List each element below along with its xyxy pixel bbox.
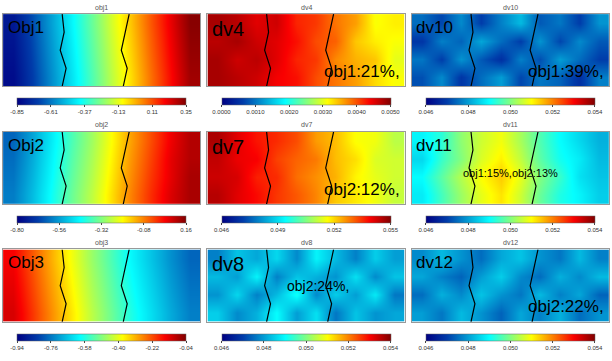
svg-text:dv10: dv10 [503,4,518,11]
svg-text:0.046: 0.046 [418,227,434,233]
svg-text:-0.76: -0.76 [44,345,58,351]
svg-text:obj1:21%,: obj1:21%, [324,62,400,81]
svg-text:0.052: 0.052 [545,227,561,233]
svg-text:0.048: 0.048 [461,227,477,233]
svg-text:dv8: dv8 [212,253,244,275]
svg-text:0.0000: 0.0000 [212,109,231,115]
svg-text:0.052: 0.052 [545,109,561,115]
svg-text:0.055: 0.055 [383,227,399,233]
svg-text:0.16: 0.16 [180,227,192,233]
svg-text:0.050: 0.050 [503,227,519,233]
svg-text:0.052: 0.052 [341,345,357,351]
svg-text:dv12: dv12 [503,239,518,246]
svg-text:dv7: dv7 [301,121,312,128]
svg-text:Obj2: Obj2 [8,136,44,155]
svg-text:dv12: dv12 [416,253,453,272]
svg-text:-0.40: -0.40 [112,345,126,351]
svg-text:obj1: obj1 [95,4,108,12]
svg-text:0.11: 0.11 [147,109,159,115]
svg-text:-0.85: -0.85 [10,109,24,115]
svg-text:0.0040: 0.0040 [348,109,367,115]
svg-text:-0.04: -0.04 [179,345,193,351]
svg-text:obj2: obj2 [95,121,108,129]
svg-text:0.048: 0.048 [256,345,272,351]
svg-text:-0.08: -0.08 [137,227,151,233]
svg-text:dv8: dv8 [301,239,312,246]
svg-text:obj1:15%,obj2:13%: obj1:15%,obj2:13% [463,167,558,179]
svg-text:obj1:39%,: obj1:39%, [528,62,604,81]
svg-text:0.049: 0.049 [270,227,286,233]
svg-text:Obj1: Obj1 [8,18,44,37]
svg-text:0.050: 0.050 [503,109,519,115]
svg-text:-0.80: -0.80 [10,227,24,233]
svg-text:-0.61: -0.61 [44,109,58,115]
svg-text:0.054: 0.054 [587,345,603,351]
svg-text:dv4: dv4 [212,18,244,40]
svg-text:-0.13: -0.13 [112,109,126,115]
svg-text:0.052: 0.052 [327,227,343,233]
svg-text:obj2:12%,: obj2:12%, [324,180,400,199]
svg-text:0.046: 0.046 [418,109,434,115]
svg-text:dv4: dv4 [301,4,312,11]
svg-text:dv7: dv7 [212,136,244,158]
svg-text:Obj3: Obj3 [8,253,44,272]
svg-text:0.052: 0.052 [545,345,561,351]
svg-text:0.054: 0.054 [587,109,603,115]
svg-text:obj2:24%,: obj2:24%, [287,278,349,294]
svg-text:dv11: dv11 [416,136,452,155]
svg-text:obj3: obj3 [95,239,108,247]
svg-text:0.046: 0.046 [214,345,230,351]
svg-text:0.0050: 0.0050 [381,109,400,115]
svg-text:-0.56: -0.56 [52,227,66,233]
svg-text:0.050: 0.050 [298,345,314,351]
svg-text:dv11: dv11 [503,121,518,128]
svg-text:0.0020: 0.0020 [280,109,299,115]
svg-text:0.046: 0.046 [214,227,230,233]
svg-text:dv10: dv10 [416,18,453,37]
svg-text:obj2:22%,: obj2:22%, [528,297,604,316]
svg-text:0.048: 0.048 [461,109,477,115]
svg-text:0.054: 0.054 [383,345,399,351]
svg-text:-0.94: -0.94 [10,345,24,351]
svg-text:-0.58: -0.58 [78,345,92,351]
svg-text:-0.32: -0.32 [95,227,109,233]
svg-text:0.054: 0.054 [587,227,603,233]
svg-text:0.050: 0.050 [503,345,519,351]
svg-text:0.35: 0.35 [180,109,192,115]
svg-text:-0.22: -0.22 [145,345,159,351]
svg-text:0.046: 0.046 [418,345,434,351]
svg-text:0.0030: 0.0030 [314,109,333,115]
svg-text:-0.37: -0.37 [78,109,92,115]
svg-text:0.0010: 0.0010 [246,109,265,115]
svg-text:0.048: 0.048 [461,345,477,351]
